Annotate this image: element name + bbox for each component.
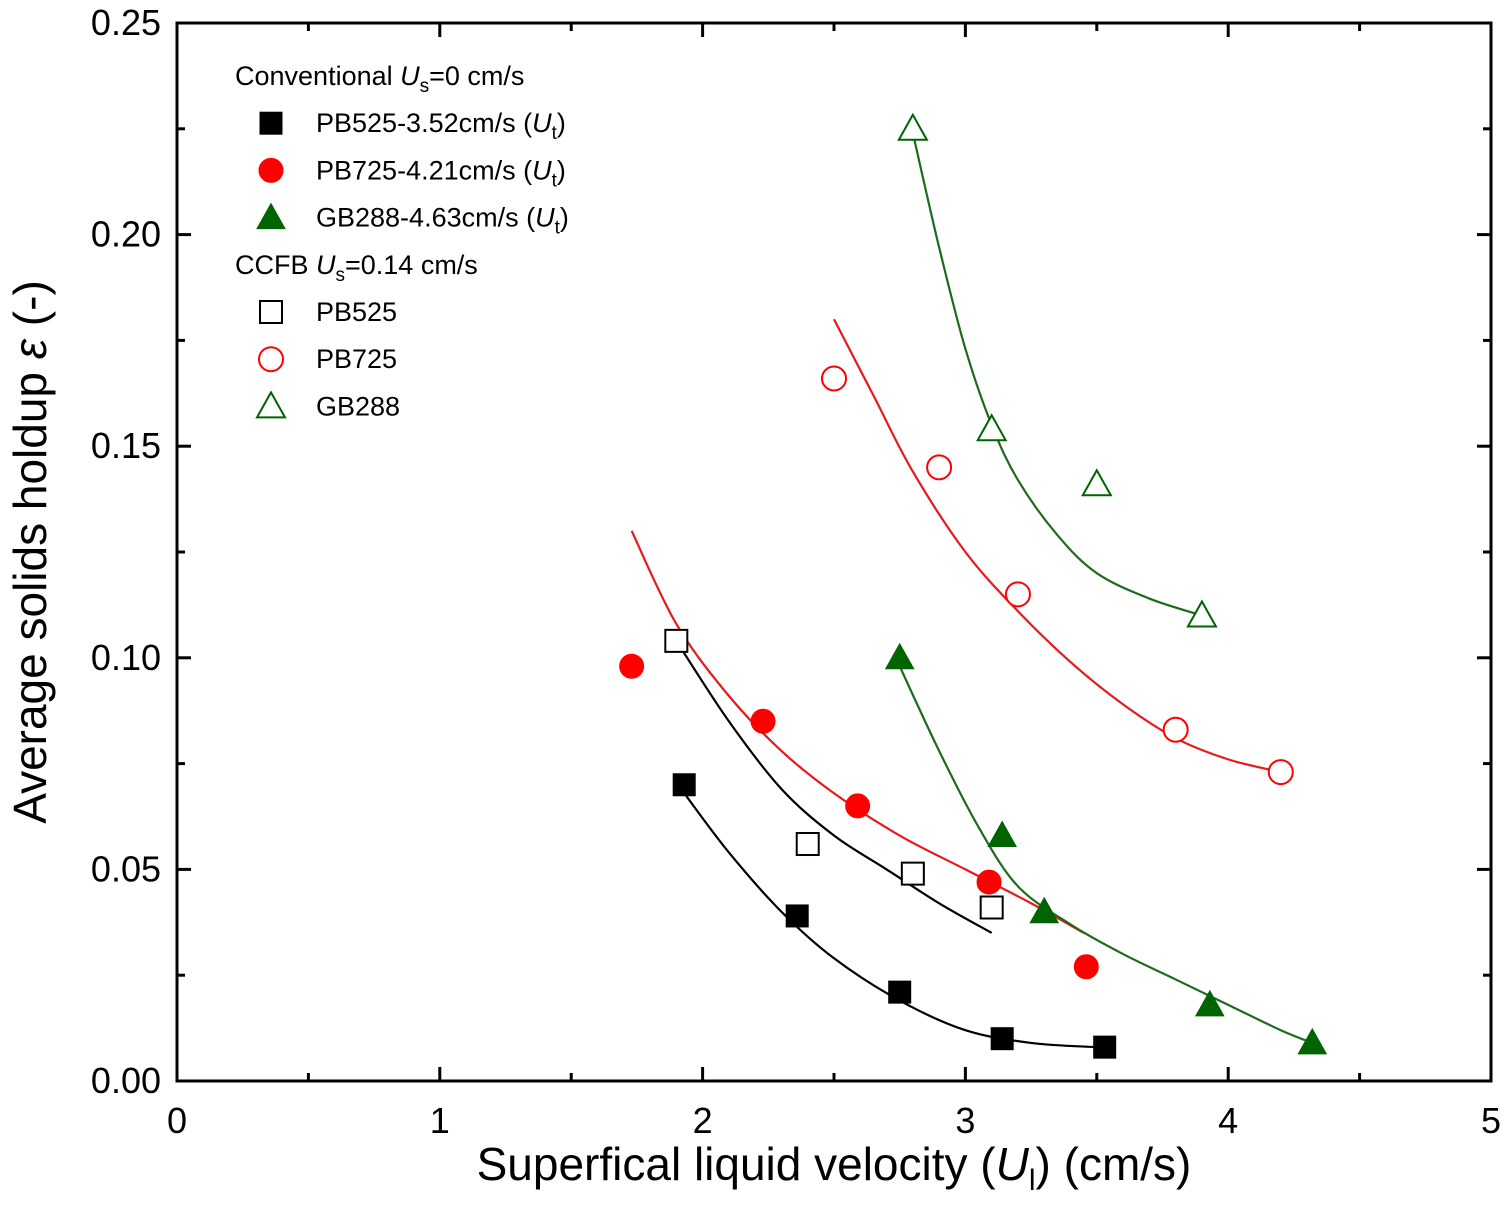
fit-line-pb525: [675, 640, 993, 934]
gb288-4-63cm-s-point: [1029, 896, 1060, 924]
fit-line-gb288-4-63cm-s: [898, 665, 1313, 1044]
legend: Conventional Us=0 cm/s PB525-3.52cm/s (Ut…: [235, 61, 569, 421]
x-axis-ticks: 0 1 2 3 4 5: [167, 23, 1501, 1141]
legend-marker-pb725-4-21cm-s: [258, 157, 284, 183]
pb525-3-52cm-s-point: [990, 1027, 1014, 1051]
x-tick-label: 4: [1218, 1100, 1238, 1141]
pb725-4-21cm-s-point: [976, 869, 1002, 895]
x-tick-label: 0: [167, 1100, 187, 1141]
legend-label-pb725: PB725: [316, 344, 397, 374]
gb288-point: [975, 413, 1008, 442]
x-tick-label: 5: [1481, 1100, 1501, 1141]
x-tick-label: 2: [693, 1100, 713, 1141]
y-axis-ticks: 0.00 0.05 0.10 0.15 0.20 0.25: [91, 2, 1491, 1101]
legend-label-gb288-4-63cm-s: GB288-4.63cm/s (Ut): [316, 203, 569, 239]
y-axis-title: Average solids holdup ε (-): [4, 280, 56, 824]
y-tick-label: 0.15: [91, 425, 161, 466]
gb288-4-63cm-s-point: [1194, 989, 1225, 1017]
legend-label-pb525: PB525: [316, 297, 397, 327]
legend-marker-gb288-4-63cm-s: [256, 202, 286, 230]
y-tick-label: 0.20: [91, 214, 161, 255]
gb288-4-63cm-s-point: [1297, 1027, 1328, 1055]
x-tick-label: 3: [955, 1100, 975, 1141]
fit-line-pb725: [833, 318, 1282, 774]
pb725-point: [1267, 759, 1294, 786]
pb725-point: [926, 454, 953, 481]
gb288-point: [897, 112, 929, 141]
pb525-point: [900, 861, 925, 886]
legend-marker-gb288: [255, 390, 287, 419]
legend-marker-pb525: [259, 300, 283, 324]
pb525-3-52cm-s-point: [1093, 1035, 1117, 1059]
y-tick-label: 0.05: [91, 848, 161, 889]
fit-lines: [630, 132, 1313, 1049]
x-axis-title: Superfical liquid velocity (Ul) (cm/s): [477, 1138, 1192, 1197]
pb525-point: [795, 832, 820, 857]
pb725-4-21cm-s-point: [1073, 954, 1099, 980]
y-tick-label: 0.10: [91, 637, 161, 678]
legend-group-header: Conventional Us=0 cm/s: [235, 61, 524, 97]
pb725-point: [821, 365, 847, 392]
gb288-4-63cm-s-point: [987, 820, 1018, 848]
legend-label-pb525-3-52cm-s: PB525-3.52cm/s (Ut): [316, 108, 566, 144]
gb288-point: [1186, 599, 1218, 628]
pb525-3-52cm-s-point: [785, 904, 809, 928]
y-tick-label: 0.00: [91, 1060, 161, 1101]
pb725-4-21cm-s-point: [750, 708, 776, 734]
pb525-point: [979, 895, 1004, 920]
pb725-point: [1004, 581, 1031, 608]
gb288-point: [1081, 468, 1113, 497]
legend-group-header: CCFB Us=0.14 cm/s: [235, 250, 478, 286]
fit-line-pb525-3-52cm-s: [683, 792, 1097, 1049]
pb525-point: [664, 628, 689, 653]
legend-marker-pb525-3-52cm-s: [259, 111, 283, 135]
gb288-4-63cm-s-point: [884, 642, 915, 670]
legend-label-gb288: GB288: [316, 391, 400, 421]
legend-marker-pb725: [258, 346, 284, 373]
x-tick-label: 1: [430, 1100, 450, 1141]
legend-label-pb725-4-21cm-s: PB725-4.21cm/s (Ut): [316, 155, 566, 191]
pb525-3-52cm-s-point: [672, 773, 696, 797]
pb725-point: [1162, 716, 1189, 743]
pb725-4-21cm-s-point: [845, 793, 871, 819]
pb525-3-52cm-s-point: [888, 980, 912, 1004]
pb725-4-21cm-s-point: [619, 653, 645, 679]
fit-line-gb288: [911, 132, 1203, 617]
data-markers: [619, 112, 1328, 1059]
y-tick-label: 0.25: [91, 2, 161, 43]
